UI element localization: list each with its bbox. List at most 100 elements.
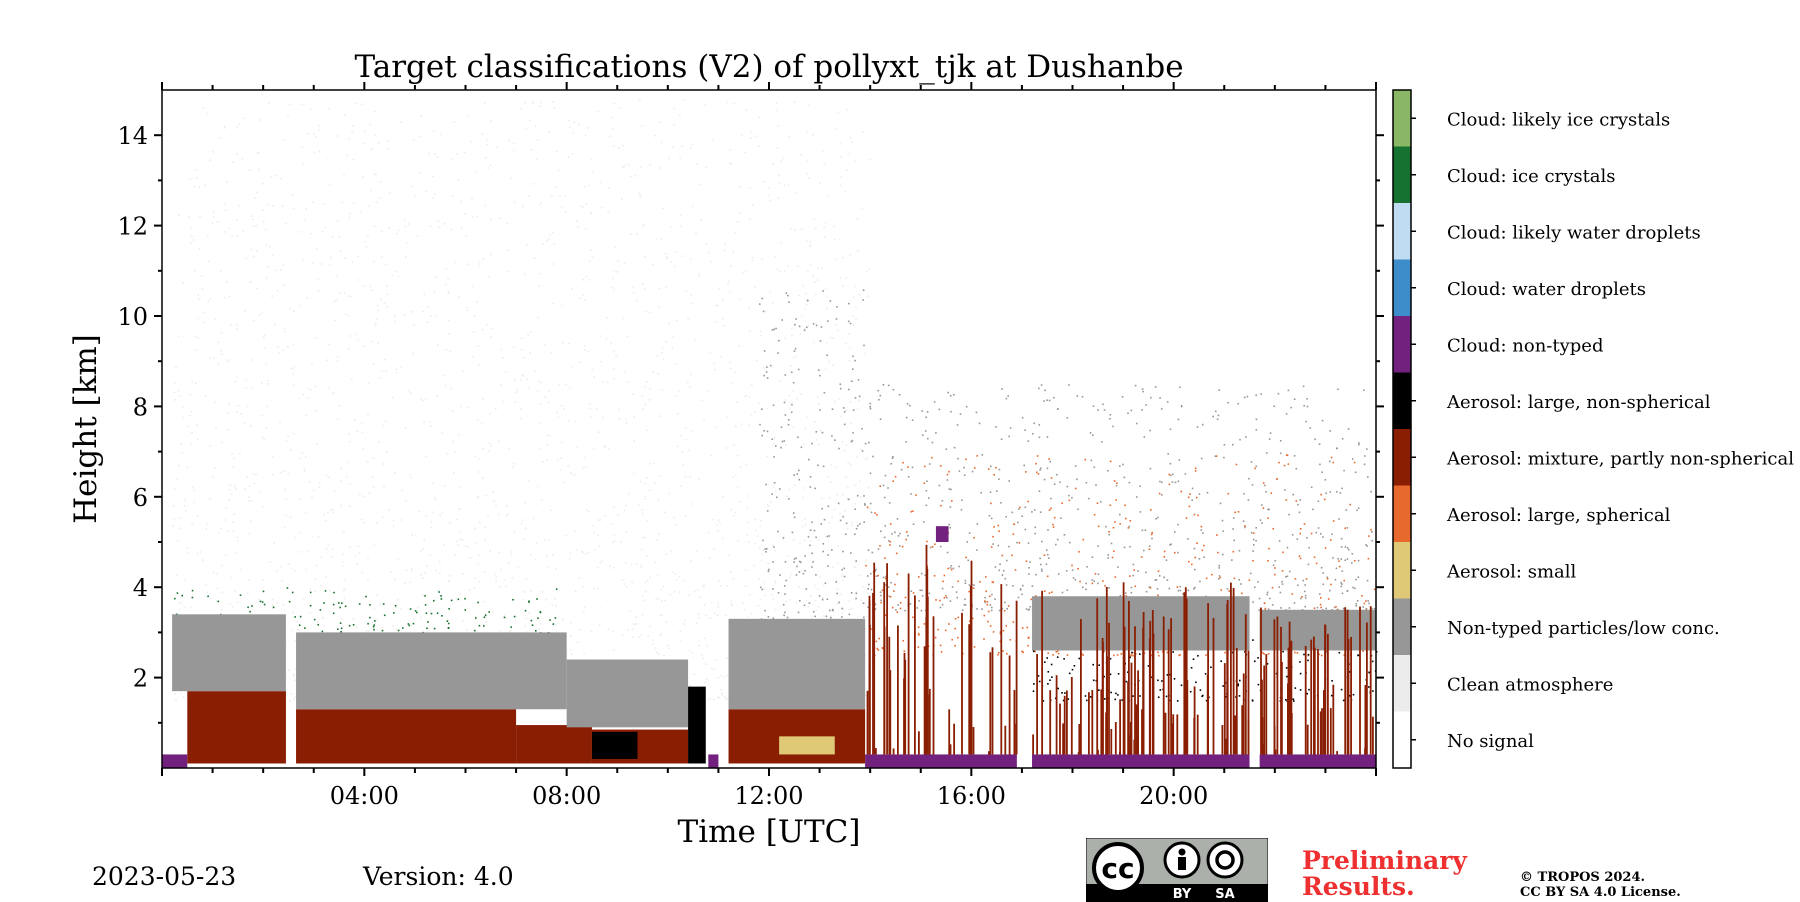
speckle-pixel — [639, 194, 642, 196]
profile-stripe — [1317, 649, 1319, 755]
speckle-pixel — [372, 625, 375, 628]
speckle-pixel — [207, 301, 209, 303]
speckle-pixel — [327, 159, 329, 161]
speckle-pixel — [272, 606, 275, 609]
speckle-pixel — [546, 555, 548, 558]
profile-stripe — [1062, 723, 1064, 755]
speckle-pixel — [998, 609, 1001, 612]
speckle-pixel — [202, 107, 205, 109]
speckle-pixel — [1294, 651, 1296, 654]
speckle-pixel — [354, 419, 356, 421]
speckle-pixel — [659, 634, 661, 637]
speckle-pixel — [339, 622, 342, 624]
speckle-pixel — [785, 292, 788, 294]
speckle-pixel — [1337, 558, 1339, 560]
speckle-pixel — [448, 580, 451, 582]
speckle-pixel — [1324, 547, 1327, 549]
speckle-pixel — [305, 414, 307, 417]
profile-stripe — [1230, 582, 1232, 755]
speckle-pixel — [457, 433, 460, 436]
speckle-pixel — [1249, 572, 1252, 575]
speckle-pixel — [425, 455, 427, 458]
speckle-pixel — [1291, 534, 1294, 536]
speckle-pixel — [1280, 607, 1282, 609]
speckle-pixel — [1157, 594, 1159, 597]
speckle-pixel — [317, 623, 319, 626]
speckle-pixel — [1172, 651, 1174, 653]
profile-stripe — [873, 562, 876, 755]
speckle-pixel — [688, 594, 690, 596]
speckle-pixel — [1257, 657, 1259, 659]
speckle-pixel — [344, 292, 346, 295]
speckle-pixel — [584, 606, 586, 609]
speckle-pixel — [804, 518, 806, 521]
speckle-pixel — [362, 596, 365, 599]
speckle-pixel — [804, 570, 806, 572]
speckle-pixel — [618, 107, 621, 109]
speckle-pixel — [949, 600, 952, 602]
speckle-pixel — [206, 591, 208, 594]
speckle-pixel — [263, 438, 265, 441]
speckle-pixel — [756, 359, 758, 362]
speckle-pixel — [439, 561, 441, 563]
speckle-pixel — [957, 457, 959, 460]
speckle-pixel — [722, 298, 724, 301]
speckle-pixel — [805, 240, 808, 243]
speckle-pixel — [348, 624, 351, 627]
speckle-pixel — [836, 588, 839, 590]
speckle-pixel — [247, 592, 249, 594]
speckle-pixel — [839, 239, 841, 241]
speckle-pixel — [998, 530, 1000, 532]
speckle-pixel — [708, 252, 710, 254]
speckle-pixel — [486, 143, 488, 146]
speckle-pixel — [500, 568, 502, 571]
speckle-pixel — [760, 520, 763, 522]
speckle-pixel — [408, 389, 410, 392]
speckle-pixel — [875, 640, 878, 643]
speckle-pixel — [1310, 486, 1313, 489]
speckle-pixel — [333, 490, 336, 492]
speckle-pixel — [791, 403, 793, 406]
speckle-pixel — [1034, 595, 1037, 597]
speckle-pixel — [1141, 409, 1143, 411]
speckle-pixel — [684, 515, 687, 518]
speckle-pixel — [1268, 508, 1270, 511]
speckle-pixel — [194, 349, 197, 351]
colorbar-swatch — [1393, 316, 1411, 373]
speckle-pixel — [613, 269, 616, 272]
speckle-pixel — [625, 562, 627, 564]
speckle-pixel — [843, 567, 845, 570]
speckle-pixel — [500, 348, 502, 351]
speckle-pixel — [498, 551, 500, 554]
speckle-pixel — [684, 619, 686, 621]
speckle-pixel — [1053, 483, 1056, 485]
x-tick-label: 12:00 — [734, 782, 803, 810]
speckle-pixel — [525, 578, 528, 580]
speckle-pixel — [291, 194, 294, 196]
region-18 — [1032, 596, 1250, 651]
speckle-pixel — [845, 444, 848, 446]
profile-stripe — [1287, 647, 1290, 755]
speckle-group-5 — [759, 289, 867, 634]
speckle-pixel — [452, 440, 454, 443]
speckle-pixel — [1346, 527, 1349, 529]
profile-stripe — [1281, 662, 1283, 755]
speckle-pixel — [291, 567, 293, 570]
speckle-pixel — [726, 416, 728, 419]
speckle-pixel — [1040, 384, 1043, 386]
speckle-pixel — [299, 615, 302, 618]
speckle-pixel — [945, 596, 948, 599]
speckle-pixel — [819, 182, 821, 184]
speckle-pixel — [570, 635, 572, 637]
speckle-pixel — [1283, 464, 1286, 467]
speckle-pixel — [990, 502, 992, 505]
speckle-pixel — [605, 338, 608, 340]
speckle-pixel — [186, 425, 189, 428]
speckle-pixel — [553, 242, 555, 245]
speckle-pixel — [1212, 415, 1214, 418]
speckle-pixel — [560, 457, 562, 459]
speckle-pixel — [1095, 484, 1097, 486]
speckle-pixel — [446, 620, 449, 622]
speckle-pixel — [597, 110, 599, 113]
speckle-pixel — [855, 456, 858, 458]
